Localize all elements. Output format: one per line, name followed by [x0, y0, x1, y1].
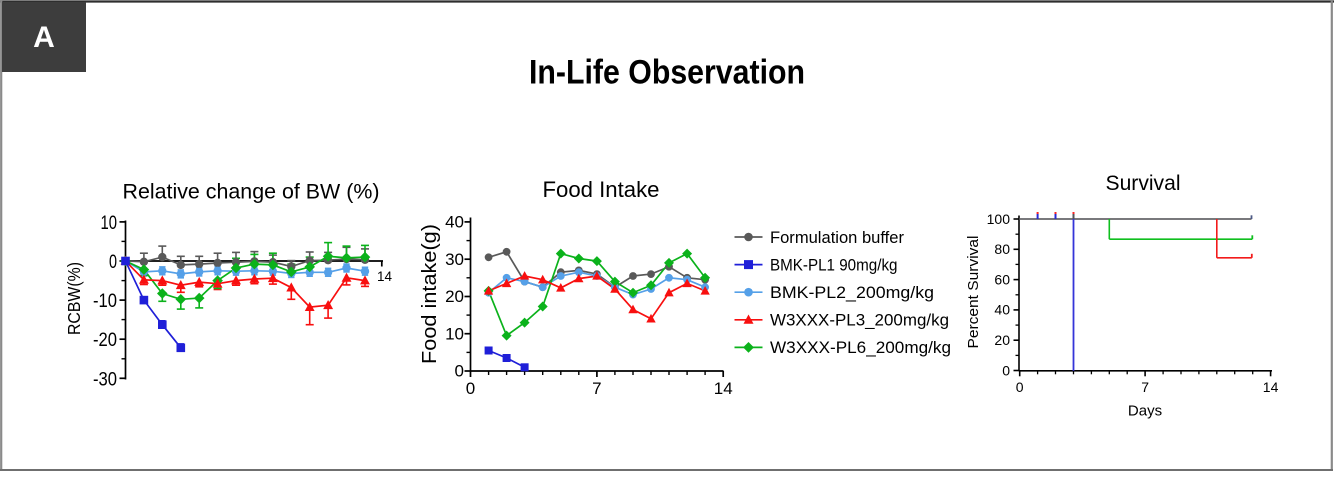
- svg-text:20: 20: [445, 287, 464, 306]
- svg-text:W3XXX-PL3_200mg/kg: W3XXX-PL3_200mg/kg: [770, 312, 949, 330]
- svg-text:14: 14: [714, 379, 733, 398]
- svg-text:10: 10: [445, 324, 464, 343]
- svg-text:7: 7: [592, 379, 601, 398]
- svg-text:14: 14: [377, 269, 393, 284]
- svg-text:0: 0: [109, 251, 117, 273]
- svg-text:30: 30: [445, 250, 464, 269]
- svg-text:40: 40: [445, 213, 464, 232]
- svg-text:10: 10: [101, 212, 118, 234]
- svg-text:-10: -10: [93, 290, 117, 312]
- svg-text:RCBW(%): RCBW(%): [64, 262, 84, 335]
- svg-text:Food intake(g): Food intake(g): [419, 224, 441, 364]
- svg-text:40: 40: [994, 302, 1010, 318]
- svg-text:A: A: [33, 21, 55, 54]
- svg-text:-30: -30: [93, 368, 117, 390]
- svg-text:Formulation buffer: Formulation buffer: [770, 229, 904, 247]
- svg-text:Relative change of BW (%): Relative change of BW (%): [123, 180, 380, 204]
- svg-text:Food Intake: Food Intake: [543, 177, 660, 202]
- svg-text:In-Life Observation: In-Life Observation: [529, 54, 805, 92]
- svg-text:80: 80: [994, 241, 1010, 257]
- svg-text:Survival: Survival: [1106, 171, 1181, 195]
- svg-text:Percent Survival: Percent Survival: [965, 236, 982, 349]
- svg-text:7: 7: [1141, 379, 1149, 395]
- svg-text:0: 0: [466, 379, 475, 398]
- svg-text:BMK-PL1 90mg/kg: BMK-PL1 90mg/kg: [770, 256, 898, 274]
- svg-text:-20: -20: [93, 329, 117, 351]
- svg-text:100: 100: [987, 211, 1011, 227]
- svg-text:0: 0: [1016, 379, 1024, 395]
- svg-text:0: 0: [1002, 362, 1010, 378]
- svg-text:60: 60: [994, 271, 1010, 287]
- svg-text:W3XXX-PL6_200mg/kg: W3XXX-PL6_200mg/kg: [770, 339, 951, 357]
- svg-text:BMK-PL2_200mg/kg: BMK-PL2_200mg/kg: [770, 284, 934, 302]
- svg-text:0: 0: [455, 362, 464, 381]
- svg-text:20: 20: [994, 332, 1010, 348]
- svg-text:14: 14: [1263, 379, 1279, 395]
- svg-text:Days: Days: [1128, 403, 1162, 420]
